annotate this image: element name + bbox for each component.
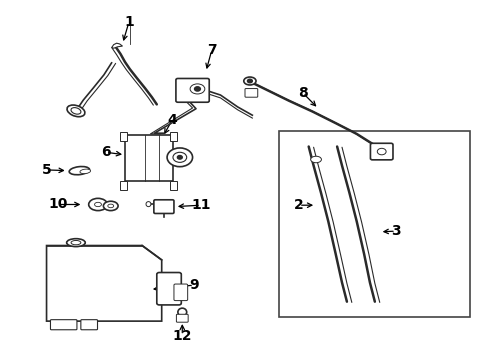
Bar xyxy=(279,131,470,317)
FancyBboxPatch shape xyxy=(157,273,181,305)
Ellipse shape xyxy=(244,77,256,85)
Ellipse shape xyxy=(103,201,118,211)
Polygon shape xyxy=(112,43,122,48)
Text: 3: 3 xyxy=(391,224,401,238)
FancyBboxPatch shape xyxy=(154,200,174,213)
Text: 9: 9 xyxy=(189,278,199,292)
Text: 5: 5 xyxy=(42,163,51,177)
Ellipse shape xyxy=(67,105,85,117)
Ellipse shape xyxy=(67,239,85,247)
Bar xyxy=(125,135,173,181)
Ellipse shape xyxy=(178,308,187,316)
Text: 8: 8 xyxy=(298,86,308,100)
Ellipse shape xyxy=(69,167,90,175)
FancyBboxPatch shape xyxy=(50,320,77,330)
Text: 1: 1 xyxy=(124,15,134,29)
Ellipse shape xyxy=(80,169,91,174)
Ellipse shape xyxy=(89,198,107,211)
Ellipse shape xyxy=(247,79,252,83)
FancyBboxPatch shape xyxy=(245,89,258,97)
Ellipse shape xyxy=(195,87,200,91)
FancyBboxPatch shape xyxy=(370,143,393,160)
Text: 11: 11 xyxy=(191,198,211,212)
Ellipse shape xyxy=(311,156,321,163)
Ellipse shape xyxy=(95,202,101,207)
Ellipse shape xyxy=(173,152,187,162)
Ellipse shape xyxy=(377,148,386,155)
Ellipse shape xyxy=(167,148,193,167)
Bar xyxy=(120,132,127,141)
Text: 10: 10 xyxy=(48,198,68,211)
Ellipse shape xyxy=(108,204,114,208)
Polygon shape xyxy=(47,246,162,321)
Bar xyxy=(170,132,177,141)
Bar xyxy=(120,181,127,190)
Ellipse shape xyxy=(71,108,81,114)
Ellipse shape xyxy=(177,156,182,159)
Ellipse shape xyxy=(190,84,205,94)
Text: 4: 4 xyxy=(168,113,177,126)
Text: 12: 12 xyxy=(172,329,192,342)
FancyBboxPatch shape xyxy=(176,78,209,102)
Text: 6: 6 xyxy=(101,145,111,159)
Text: 7: 7 xyxy=(207,44,217,57)
FancyBboxPatch shape xyxy=(81,320,98,330)
FancyBboxPatch shape xyxy=(176,314,188,322)
Text: 2: 2 xyxy=(294,198,304,212)
Ellipse shape xyxy=(146,202,151,207)
Ellipse shape xyxy=(71,240,81,245)
Bar xyxy=(170,181,177,190)
FancyBboxPatch shape xyxy=(174,284,188,301)
